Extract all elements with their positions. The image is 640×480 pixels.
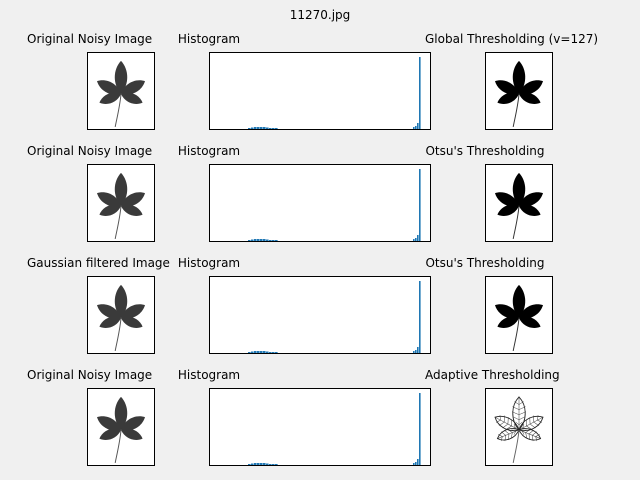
histogram-plot	[209, 388, 431, 466]
panel-title: Histogram	[177, 368, 241, 382]
leaf-image	[87, 276, 155, 354]
panel-title: Gaussian filtered Image	[27, 256, 170, 270]
leaf-drawing	[97, 172, 145, 240]
panel-title: Adaptive Thresholding	[425, 368, 560, 382]
leaf-image	[485, 388, 553, 466]
leaf-drawing	[494, 396, 544, 464]
histogram-bars	[248, 57, 421, 129]
panel-title: Histogram	[177, 256, 241, 270]
panel-title: Otsu's Thresholding	[425, 144, 545, 158]
panel-title: Original Noisy Image	[27, 144, 153, 158]
histogram-bars	[248, 281, 421, 353]
leaf-image	[485, 164, 553, 242]
figure-title: 11270.jpg	[289, 8, 351, 22]
leaf-drawing	[97, 284, 145, 352]
leaf-drawing	[495, 60, 543, 128]
leaf-image	[485, 276, 553, 354]
leaf-drawing	[495, 284, 543, 352]
histogram-plot	[209, 164, 431, 242]
leaf-image	[87, 388, 155, 466]
leaf-image	[87, 164, 155, 242]
histogram-plot	[209, 276, 431, 354]
panel-title: Original Noisy Image	[27, 368, 153, 382]
panel-title: Original Noisy Image	[27, 32, 153, 46]
leaf-drawing	[495, 172, 543, 240]
leaf-image	[485, 52, 553, 130]
leaf-drawing	[97, 60, 145, 128]
leaf-drawing	[97, 396, 145, 464]
leaf-image	[87, 52, 155, 130]
panel-title: Global Thresholding (v=127)	[425, 32, 599, 46]
histogram-bars	[248, 169, 421, 241]
histogram-plot	[209, 52, 431, 130]
panel-title: Otsu's Thresholding	[425, 256, 545, 270]
histogram-bars	[248, 393, 421, 465]
panel-title: Histogram	[177, 144, 241, 158]
panel-title: Histogram	[177, 32, 241, 46]
